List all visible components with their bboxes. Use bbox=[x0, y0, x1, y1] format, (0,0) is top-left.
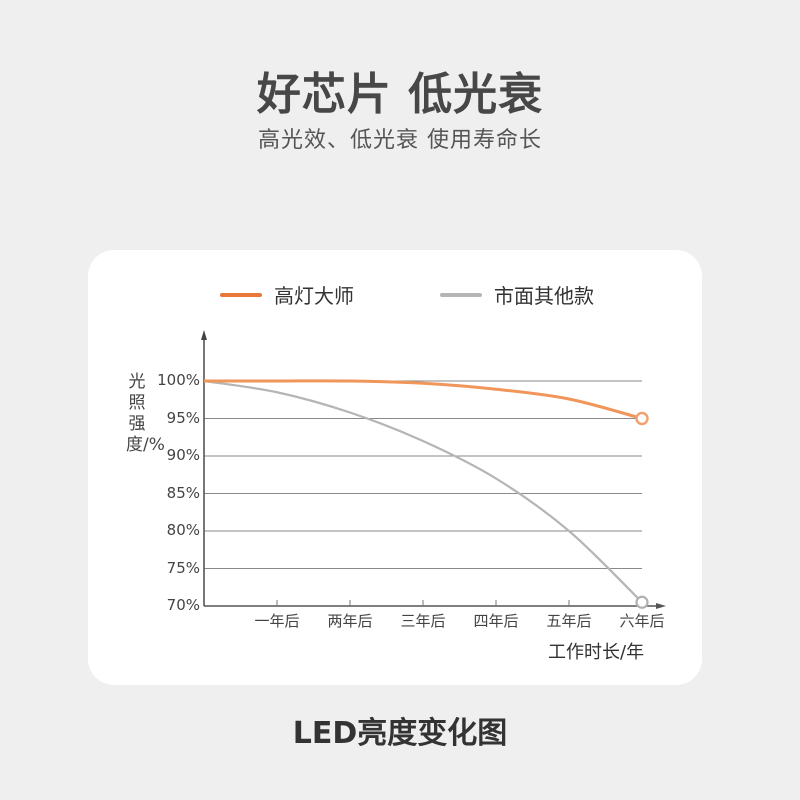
y-tick-label: 85% bbox=[166, 483, 200, 502]
y-tick-label: 90% bbox=[166, 446, 200, 464]
x-tick-label: 六年后 bbox=[619, 612, 665, 630]
y-tick-label: 95% bbox=[166, 408, 200, 427]
chart-caption: LED亮度变化图 bbox=[292, 716, 508, 751]
x-ticks bbox=[276, 600, 570, 606]
x-tick-label: 五年后 bbox=[546, 612, 592, 630]
y-tick-label: 80% bbox=[166, 521, 200, 539]
y-axis-arrow-icon bbox=[201, 330, 207, 340]
legend-swatch-gray-icon bbox=[440, 292, 482, 297]
x-tick-label: 四年后 bbox=[473, 612, 519, 630]
gridlines bbox=[204, 380, 642, 569]
x-tick-label: 两年后 bbox=[327, 612, 373, 630]
y-tick-label: 70% bbox=[166, 596, 200, 614]
page-subtitle: 高光效、低光衰 使用寿命长 bbox=[258, 128, 542, 153]
x-axis-arrow-icon bbox=[656, 603, 666, 609]
y-tick-label: 100% bbox=[157, 371, 200, 389]
y-tick-label: 75% bbox=[166, 558, 200, 577]
chart-card bbox=[88, 250, 702, 685]
series-line-other bbox=[203, 379, 643, 604]
x-axis-label: 工作时长/年 bbox=[548, 642, 645, 663]
end-marker-brand bbox=[635, 411, 649, 426]
end-marker-other bbox=[635, 595, 649, 609]
legend-swatch-orange-icon bbox=[220, 292, 262, 297]
legend-label: 市面其他款 bbox=[494, 284, 594, 308]
x-tick-label: 一年后 bbox=[254, 612, 300, 630]
legend-item-brand: 高灯大师 bbox=[220, 280, 354, 309]
series-line-brand bbox=[204, 379, 643, 420]
legend-label: 高灯大师 bbox=[274, 284, 354, 308]
x-tick-label: 三年后 bbox=[400, 612, 446, 630]
legend-item-other: 市面其他款 bbox=[440, 280, 594, 309]
page-title: 好芯片 低光衰 bbox=[256, 69, 544, 120]
y-axis-label: 光照强度/% bbox=[126, 372, 165, 455]
